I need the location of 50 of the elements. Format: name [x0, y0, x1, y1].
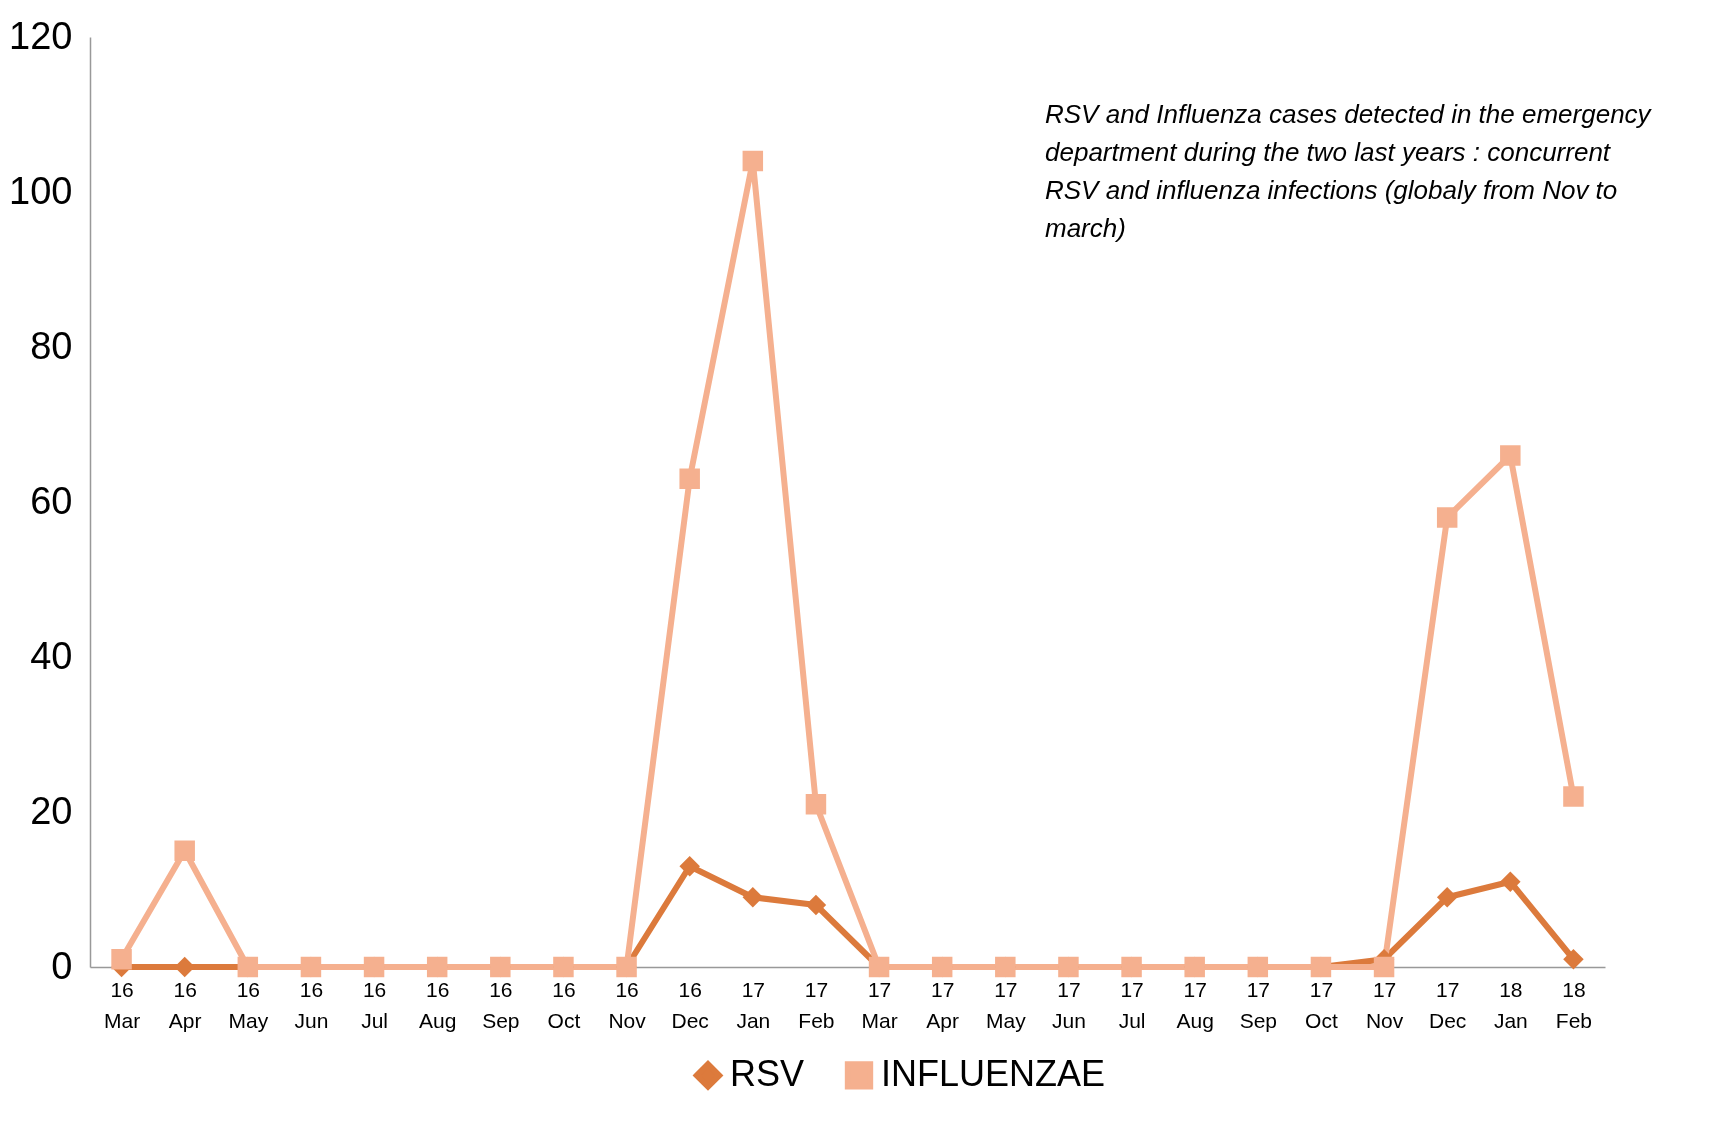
x-tick-label: 16 May [228, 977, 269, 1032]
x-tick-label: 17 Sep [1239, 977, 1277, 1032]
x-tick-label: 16 Mar [103, 977, 141, 1032]
x-tick-label: 17 Oct [1305, 977, 1338, 1032]
y-tick-label: 120 [9, 14, 73, 57]
point [174, 956, 195, 978]
x-tick-label: 16 Nov [608, 977, 647, 1032]
x-tick-label: 17 Apr [926, 977, 960, 1032]
point [1500, 871, 1521, 892]
y-tick-label: 40 [30, 634, 73, 677]
point [805, 894, 827, 916]
x-tick-label: 17 Aug [1176, 977, 1214, 1032]
y-tick-label: 80 [30, 324, 73, 367]
point [805, 794, 827, 815]
x-tick-label: 17 Dec [1429, 977, 1467, 1032]
x-tick-label: 17 Jul [1118, 977, 1146, 1032]
legend-label: INFLUENZAE [881, 1053, 1106, 1095]
point [1436, 507, 1458, 528]
y-tick-label: 100 [9, 169, 73, 212]
x-tick-label: 17 May [985, 977, 1027, 1032]
x-tick-label: 17 Jan [736, 977, 771, 1032]
y-tick-label: 0 [51, 944, 73, 987]
annotation: RSV and Influenza cases detected in the emergency department during the two last years : concurrent RSV and influenza infections (globaly from Nov to march) [1045, 99, 1653, 243]
x-tick-label: 16 Sep [482, 977, 520, 1032]
y-tick-label: 20 [30, 789, 73, 832]
point [174, 840, 195, 861]
x-tick-label: 16 Oct [547, 977, 581, 1032]
x-tick-label: 18 Feb [1555, 977, 1593, 1032]
point [1373, 956, 1395, 978]
point [742, 887, 764, 908]
x-tick-label: 16 Dec [671, 977, 709, 1032]
point [742, 150, 764, 172]
x-tick-label: 16 Aug [419, 977, 457, 1032]
point [111, 949, 132, 970]
point [679, 468, 700, 489]
legend-label: RSV [730, 1053, 805, 1095]
point [1500, 445, 1521, 466]
x-tick-label: 17 Mar [861, 977, 898, 1032]
x-tick-label: 16 Jun [294, 977, 329, 1032]
x-tick-label: 17 Jun [1052, 977, 1086, 1032]
point [1563, 786, 1584, 807]
x-tick-label: 16 Apr [168, 977, 202, 1032]
x-tick-label: 16 Jul [361, 977, 388, 1032]
point [1436, 887, 1458, 908]
point [679, 856, 700, 877]
x-tick-label: 17 Nov [1365, 977, 1404, 1032]
x-tick-label: 17 Feb [798, 977, 835, 1032]
y-tick-label: 60 [30, 479, 73, 522]
point [1563, 949, 1584, 970]
x-tick-label: 18 Jan [1493, 977, 1528, 1032]
